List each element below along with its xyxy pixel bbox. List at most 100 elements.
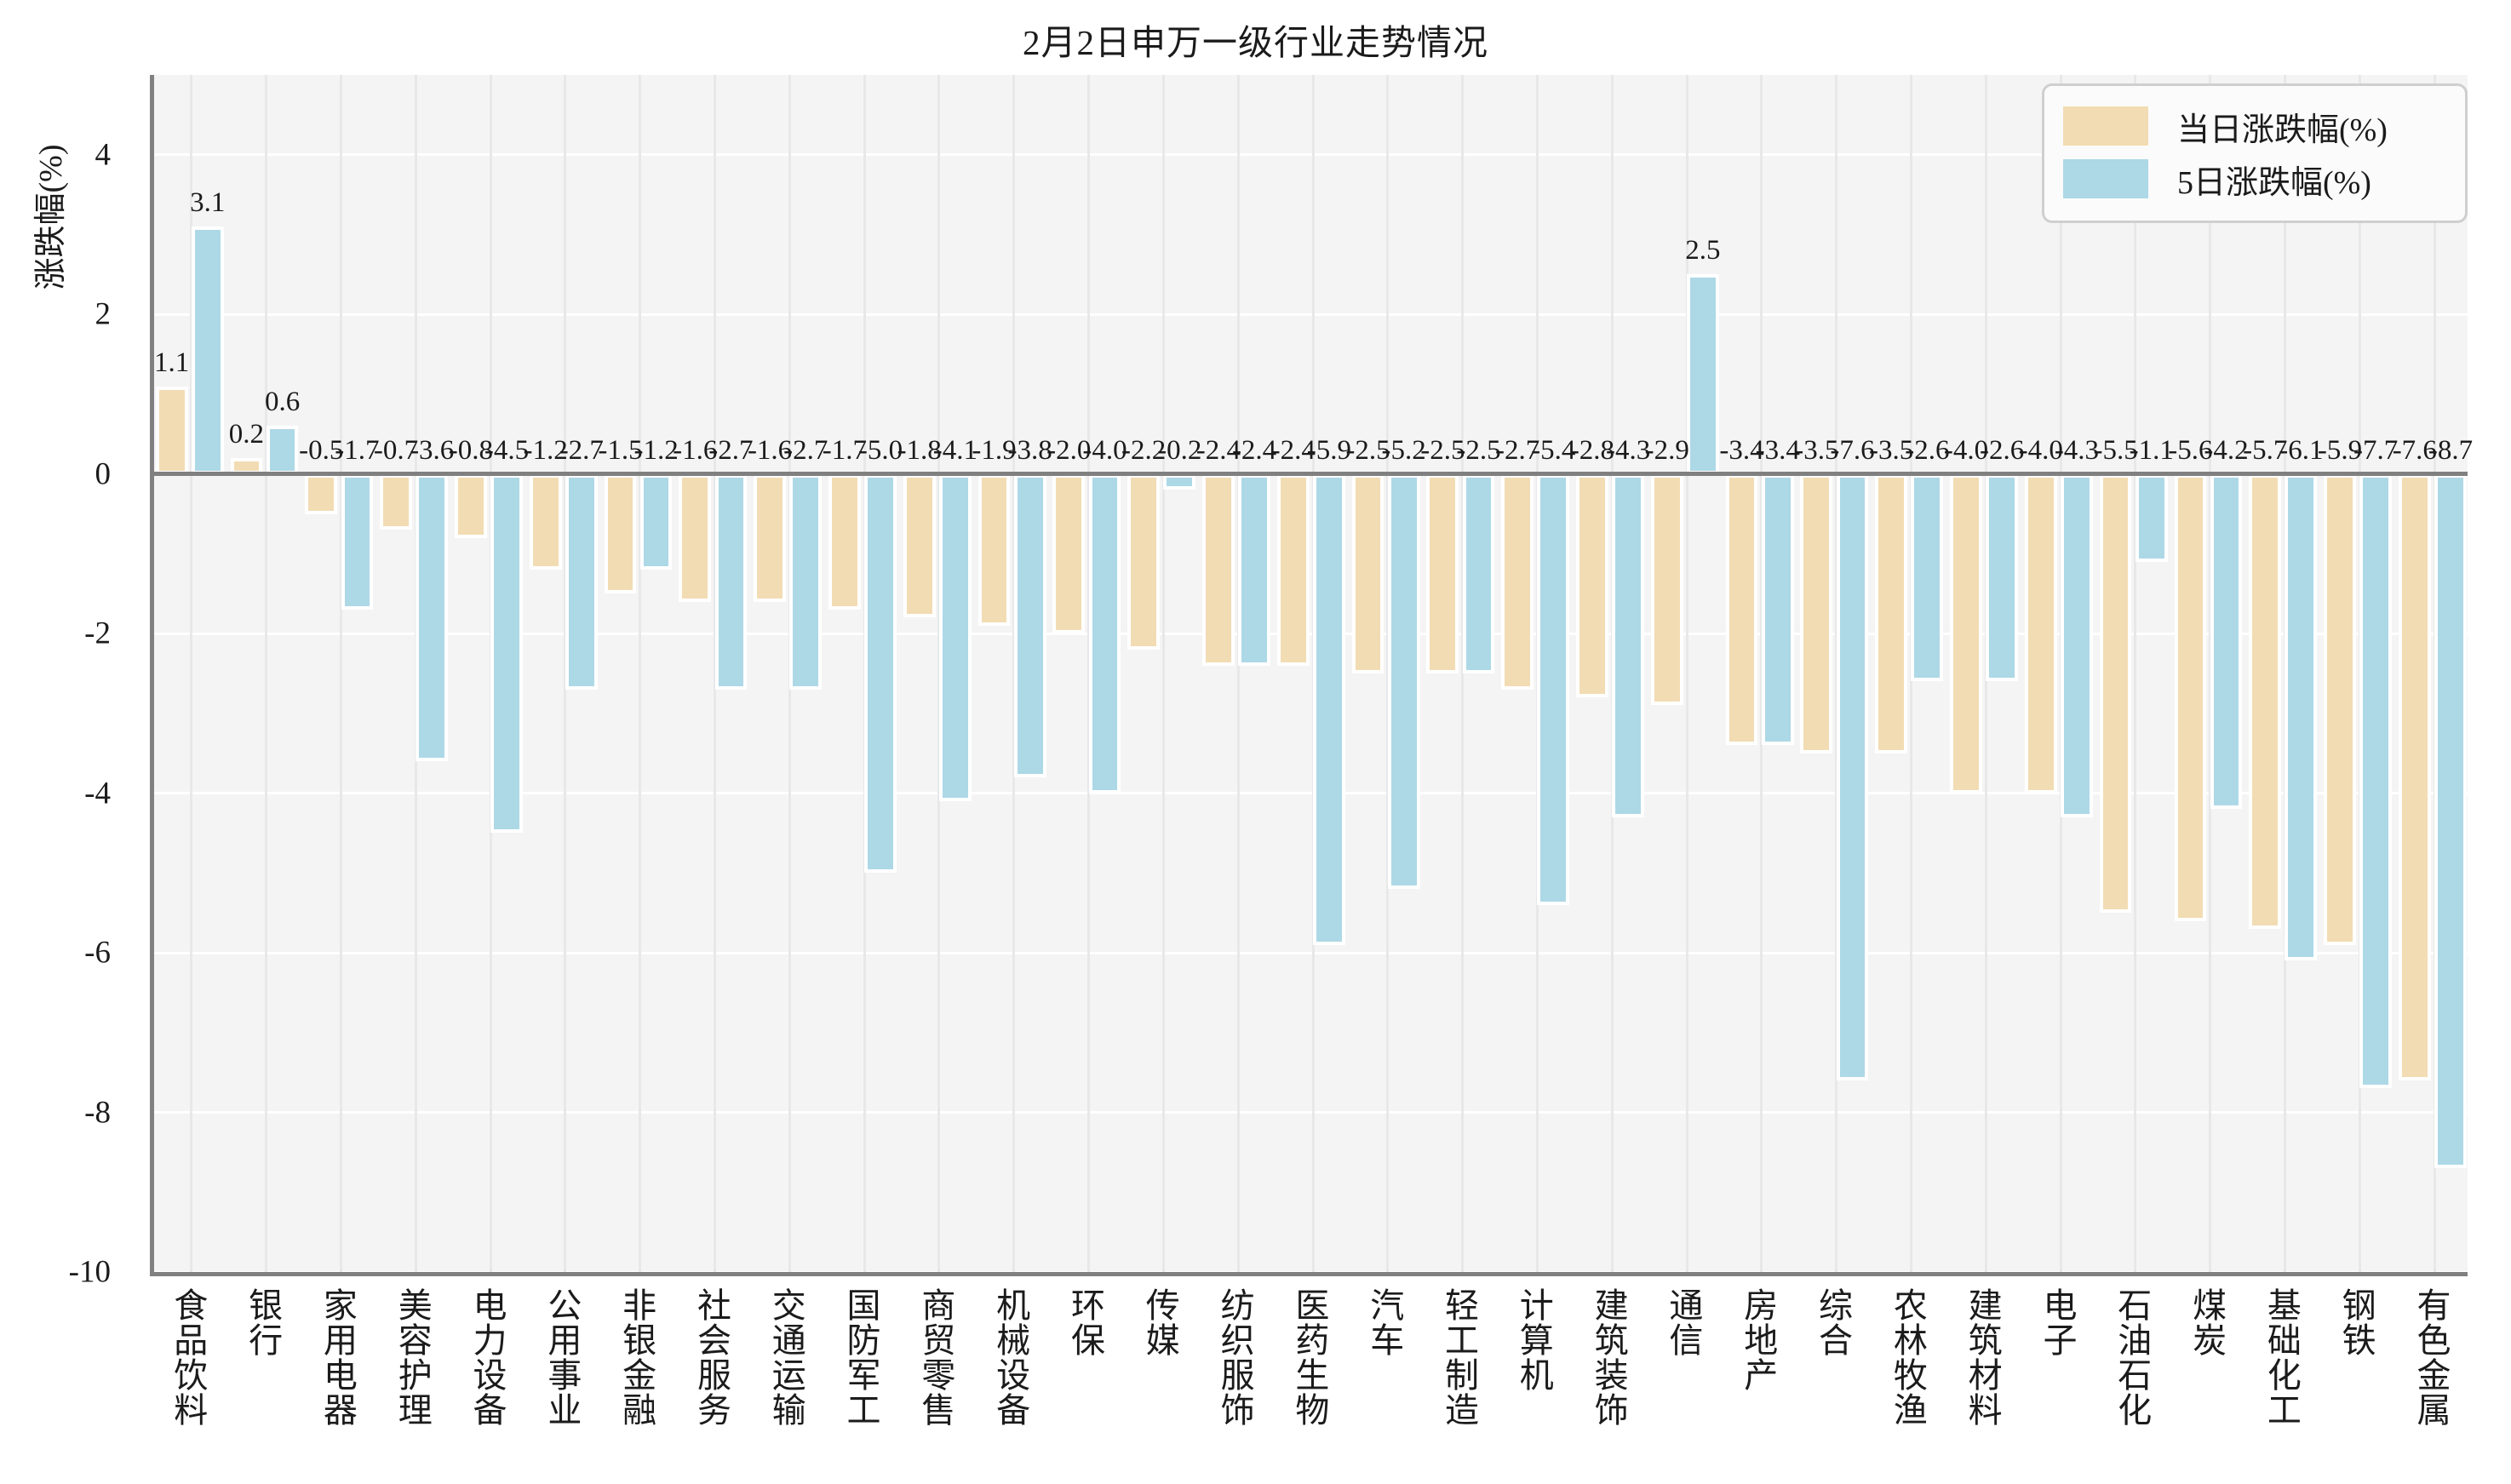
legend-item-five-day[interactable]: 5日涨跌幅(%): [2063, 152, 2446, 205]
bar-five-day[interactable]: [565, 473, 598, 690]
bar-current-day[interactable]: [977, 473, 1011, 626]
bar-five-day[interactable]: [1088, 473, 1121, 794]
legend-item-day[interactable]: 当日涨跌幅(%): [2063, 100, 2446, 152]
bar-current-day[interactable]: [1875, 473, 1908, 753]
bar-current-day[interactable]: [1276, 473, 1310, 666]
bar-current-day[interactable]: [604, 473, 637, 594]
bar-group: -1.7 -5.0: [823, 75, 903, 1272]
x-axis-tick-label: 交通运输: [766, 1287, 805, 1427]
bar-current-day[interactable]: [1351, 473, 1384, 673]
bar-five-day[interactable]: [416, 473, 449, 762]
bar-five-day[interactable]: [714, 473, 748, 690]
bar-current-day[interactable]: [1725, 473, 1758, 746]
bar-five-day[interactable]: [938, 473, 972, 801]
y-axis-tick-label: -6: [84, 935, 111, 971]
bar-group: -2.7 -5.4: [1495, 75, 1575, 1272]
bar-five-day[interactable]: [1836, 473, 1869, 1081]
bar-current-day[interactable]: [2324, 473, 2356, 945]
bar-current-day[interactable]: [1501, 473, 1534, 690]
bar-five-day[interactable]: [1238, 473, 1270, 666]
bar-current-day[interactable]: [2398, 473, 2431, 1081]
bar-five-day[interactable]: [191, 226, 224, 474]
bar-current-day[interactable]: [1576, 473, 1608, 698]
bar-five-day[interactable]: [2434, 473, 2467, 1169]
bar-five-day[interactable]: [1387, 473, 1420, 890]
bar-group: -1.2 -2.7: [524, 75, 604, 1272]
bar-current-day[interactable]: [1650, 473, 1683, 706]
bar-value-label: -1.1: [2129, 434, 2174, 466]
x-axis-tick-label: 轻工制造: [1440, 1287, 1479, 1427]
bar-value-label: 1.1: [154, 347, 190, 378]
bar-value-label: -2.8: [1569, 434, 1615, 466]
bar-current-day[interactable]: [903, 473, 936, 618]
x-axis-tick-label: 机械设备: [991, 1287, 1030, 1427]
bar-value-label: -2.7: [1495, 434, 1540, 466]
bar-value-label: -1.9: [972, 434, 1017, 466]
bar-value-label: -4.3: [1605, 434, 1651, 466]
bar-five-day[interactable]: [1013, 473, 1046, 777]
x-axis-tick-label: 国防军工: [841, 1287, 880, 1427]
bar-five-day[interactable]: [1761, 473, 1794, 746]
x-axis-tick-label: 银行: [244, 1287, 283, 1357]
bar-five-day[interactable]: [1687, 274, 1719, 474]
bar-value-label: -1.6: [747, 434, 793, 466]
bar-current-day[interactable]: [380, 473, 412, 530]
x-axis-tick-label: 社会服务: [691, 1287, 731, 1427]
bar-value-label: -5.9: [1306, 434, 1351, 466]
bar-value-label: -7.7: [2353, 434, 2399, 466]
bar-five-day[interactable]: [2061, 473, 2093, 817]
bar-current-day[interactable]: [529, 473, 562, 570]
bar-five-day[interactable]: [266, 426, 299, 474]
bar-five-day[interactable]: [1986, 473, 2018, 682]
bar-five-day[interactable]: [2210, 473, 2243, 810]
bar-current-day[interactable]: [1127, 473, 1160, 650]
bar-value-label: -3.4: [1755, 434, 1800, 466]
bar-current-day[interactable]: [155, 386, 188, 474]
gridline-vertical: [1236, 75, 1240, 1272]
x-axis-tick-label: 公用事业: [542, 1287, 582, 1427]
bar-group: -3.5 -7.6: [1794, 75, 1875, 1272]
x-axis-tick-label: 钢铁: [2336, 1287, 2376, 1357]
bar-five-day[interactable]: [1911, 473, 1944, 682]
bar-value-label: -0.7: [373, 434, 419, 466]
legend-label-five-day: 5日涨跌幅(%): [2177, 164, 2371, 201]
bar-five-day[interactable]: [864, 473, 897, 874]
bar-five-day[interactable]: [1537, 473, 1570, 905]
legend-label-day: 当日涨跌幅(%): [2177, 112, 2388, 148]
bar-five-day[interactable]: [2135, 473, 2168, 562]
gridline-horizontal: [154, 312, 2468, 316]
bar-current-day[interactable]: [1950, 473, 1982, 794]
bar-five-day[interactable]: [1612, 473, 1644, 817]
bar-five-day[interactable]: [341, 473, 374, 610]
bar-current-day[interactable]: [1800, 473, 1833, 753]
bar-five-day[interactable]: [1462, 473, 1495, 673]
x-axis-tick-label: 计算机: [1514, 1287, 1553, 1392]
bar-five-day[interactable]: [639, 473, 673, 570]
bar-five-day[interactable]: [2359, 473, 2393, 1089]
bar-current-day[interactable]: [1202, 473, 1235, 666]
x-axis-tick-label: 商贸零售: [916, 1287, 955, 1427]
bar-value-label: -2.6: [1905, 434, 1950, 466]
bar-value-label: -0.2: [1157, 434, 1202, 466]
bar-current-day[interactable]: [2174, 473, 2207, 921]
bar-current-day[interactable]: [754, 473, 786, 602]
bar-current-day[interactable]: [2249, 473, 2282, 929]
bar-group: -5.6 -4.2: [2168, 75, 2249, 1272]
gridline-horizontal: [154, 632, 2468, 635]
x-axis-tick-label: 建筑材料: [1963, 1287, 2002, 1427]
bar-current-day[interactable]: [305, 473, 338, 514]
bar-current-day[interactable]: [1426, 473, 1459, 673]
bar-current-day[interactable]: [2024, 473, 2057, 794]
bar-current-day[interactable]: [828, 473, 861, 610]
bar-current-day[interactable]: [679, 473, 712, 602]
bar-five-day[interactable]: [789, 473, 823, 690]
bar-current-day[interactable]: [454, 473, 487, 538]
bar-five-day[interactable]: [2285, 473, 2318, 961]
bar-current-day[interactable]: [2099, 473, 2132, 914]
bar-five-day[interactable]: [1312, 473, 1345, 945]
bar-current-day[interactable]: [1052, 473, 1086, 634]
bar-group: -2.5 -2.5: [1420, 75, 1501, 1272]
bar-five-day[interactable]: [490, 473, 523, 834]
bar-five-day[interactable]: [1163, 473, 1196, 490]
bar-group: -1.6 -2.7: [748, 75, 828, 1272]
